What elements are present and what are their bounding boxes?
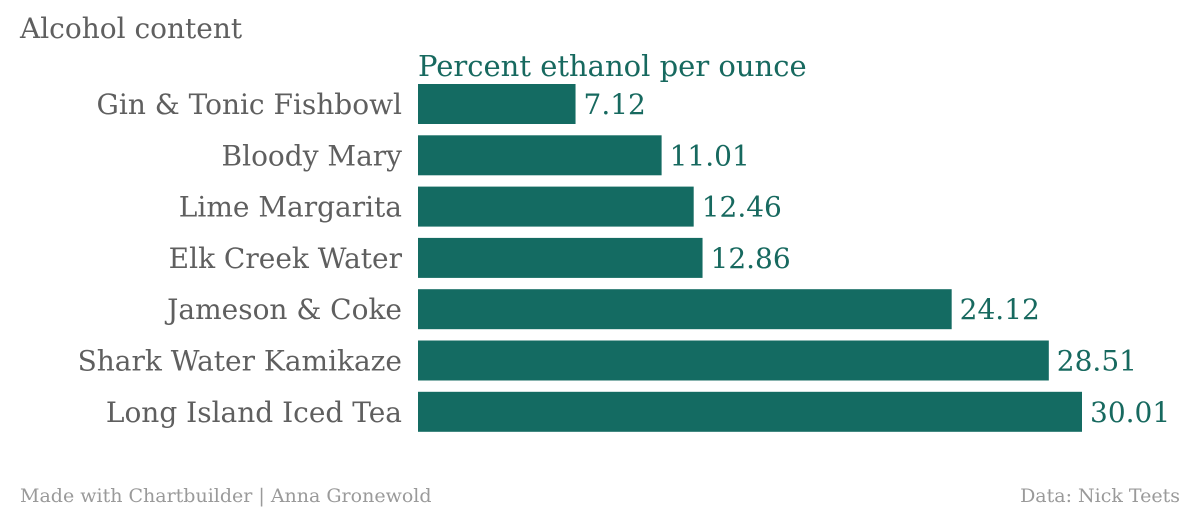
category-label: Shark Water Kamikaze: [78, 345, 402, 378]
category-label: Long Island Iced Tea: [106, 396, 402, 429]
value-label: 24.12: [960, 293, 1040, 326]
category-label: Elk Creek Water: [169, 242, 403, 275]
category-label: Lime Margarita: [179, 191, 402, 224]
bar-6: [418, 392, 1082, 432]
category-label: Jameson & Coke: [164, 293, 402, 326]
bar-5: [418, 341, 1049, 381]
chart-title: Alcohol content: [19, 12, 243, 45]
category-label: Bloody Mary: [222, 139, 403, 172]
category-label: Gin & Tonic Fishbowl: [97, 88, 403, 121]
bar-2: [418, 187, 694, 227]
footer-source: Data: Nick Teets: [1020, 485, 1180, 507]
bar-4: [418, 289, 952, 329]
chart-subtitle: Percent ethanol per ounce: [418, 49, 807, 83]
value-label: 12.46: [702, 191, 782, 224]
bar-1: [418, 135, 662, 175]
value-label: 12.86: [711, 242, 791, 275]
value-label: 28.51: [1057, 345, 1137, 378]
bars: Gin & Tonic Fishbowl 7.12 Bloody Mary 11.01…: [78, 84, 1171, 432]
value-label: 11.01: [670, 139, 750, 172]
bar-0: [418, 84, 576, 124]
value-label: 30.01: [1090, 396, 1170, 429]
value-label: 7.12: [584, 88, 646, 121]
bar-3: [418, 238, 703, 278]
footer-credit: Made with Chartbuilder | Anna Gronewold: [20, 485, 432, 507]
